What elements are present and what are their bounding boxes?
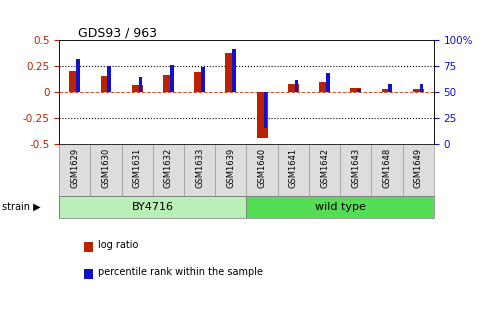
- Bar: [288, 84, 299, 92]
- Bar: [388, 84, 392, 92]
- Bar: [278, 144, 309, 196]
- Bar: [153, 144, 184, 196]
- Text: percentile rank within the sample: percentile rank within the sample: [98, 267, 263, 277]
- Bar: [257, 92, 268, 138]
- Bar: [420, 84, 423, 92]
- Bar: [163, 75, 174, 92]
- Bar: [295, 80, 298, 92]
- Bar: [122, 144, 153, 196]
- Bar: [403, 144, 434, 196]
- Bar: [70, 72, 80, 92]
- Text: GDS93 / 963: GDS93 / 963: [78, 26, 157, 39]
- Bar: [101, 76, 111, 92]
- Text: GSM1630: GSM1630: [102, 148, 110, 188]
- Text: GSM1648: GSM1648: [383, 148, 391, 188]
- Bar: [107, 66, 111, 92]
- Text: GSM1649: GSM1649: [414, 148, 423, 188]
- Bar: [340, 144, 371, 196]
- Bar: [413, 89, 423, 92]
- Bar: [90, 144, 122, 196]
- Text: GSM1639: GSM1639: [226, 148, 235, 188]
- Text: GSM1633: GSM1633: [195, 148, 204, 188]
- Bar: [357, 89, 361, 92]
- Bar: [201, 67, 205, 92]
- Bar: [326, 74, 330, 92]
- Bar: [139, 77, 142, 92]
- Bar: [184, 144, 215, 196]
- Text: GSM1632: GSM1632: [164, 148, 173, 188]
- Bar: [215, 144, 246, 196]
- Text: GSM1642: GSM1642: [320, 148, 329, 188]
- Bar: [264, 92, 267, 128]
- Text: strain ▶: strain ▶: [2, 202, 41, 212]
- Bar: [309, 144, 340, 196]
- Bar: [319, 82, 330, 92]
- Bar: [371, 144, 403, 196]
- Bar: [132, 85, 142, 92]
- Text: BY4716: BY4716: [132, 202, 174, 212]
- Bar: [382, 89, 392, 92]
- Text: GSM1640: GSM1640: [258, 148, 267, 188]
- Bar: [170, 65, 174, 92]
- Text: GSM1629: GSM1629: [70, 148, 79, 188]
- Text: GSM1631: GSM1631: [133, 148, 141, 188]
- Bar: [194, 73, 205, 92]
- Bar: [246, 144, 278, 196]
- Text: GSM1641: GSM1641: [289, 148, 298, 188]
- Bar: [225, 53, 236, 92]
- Text: log ratio: log ratio: [98, 240, 138, 250]
- Text: GSM1643: GSM1643: [352, 148, 360, 188]
- Bar: [246, 196, 434, 218]
- Bar: [59, 144, 90, 196]
- Text: wild type: wild type: [315, 202, 366, 212]
- Bar: [76, 59, 80, 92]
- Bar: [232, 49, 236, 92]
- Bar: [59, 196, 246, 218]
- Bar: [351, 88, 361, 92]
